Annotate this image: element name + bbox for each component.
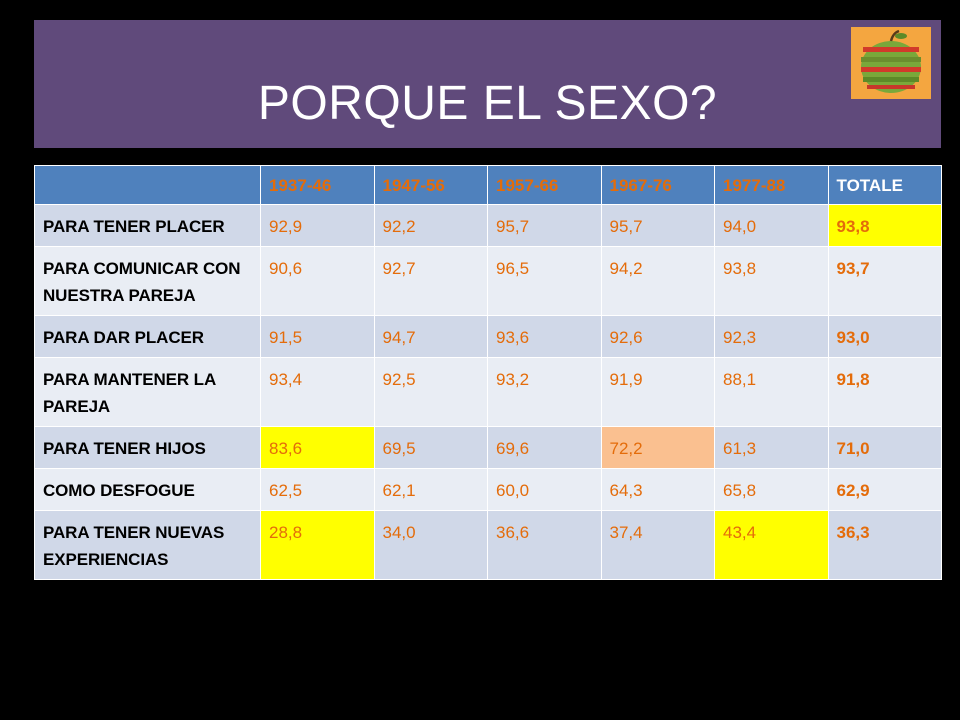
data-table-container: 1937-46 1947-56 1957-66 1967-76 1977-88 …: [34, 165, 942, 580]
table-cell: 92,2: [373, 204, 488, 247]
table-cell: 64,3: [600, 468, 715, 511]
table-cell: 37,4: [600, 510, 715, 580]
table-header-row: 1937-46 1947-56 1957-66 1967-76 1977-88 …: [34, 165, 942, 205]
row-label: PARA TENER PLACER: [34, 204, 261, 247]
table-cell: 34,0: [373, 510, 488, 580]
table-row: COMO DESFOGUE 62,5 62,1 60,0 64,3 65,8 6…: [34, 468, 942, 511]
table-cell: 93,4: [260, 357, 375, 427]
table-cell: 94,0: [714, 204, 829, 247]
total-cell: 93,7: [827, 246, 942, 316]
table-cell: 28,8: [260, 510, 375, 580]
row-label: PARA MANTENER LA PAREJA: [34, 357, 261, 427]
table-cell: 62,1: [373, 468, 488, 511]
table-cell: 61,3: [714, 426, 829, 469]
table-cell: 94,7: [373, 315, 488, 358]
table-cell: 93,6: [487, 315, 602, 358]
table-cell: 43,4: [714, 510, 829, 580]
slide-title: PORQUE EL SEXO?: [257, 77, 718, 130]
table-cell: 94,2: [600, 246, 715, 316]
header-cell-1967-76: 1967-76: [600, 165, 715, 205]
row-label: COMO DESFOGUE: [34, 468, 261, 511]
table-cell: 93,2: [487, 357, 602, 427]
table-row: PARA TENER NUEVAS EXPERIENCIAS 28,8 34,0…: [34, 510, 942, 580]
table-cell: 72,2: [600, 426, 715, 469]
header-cell-1947-56: 1947-56: [373, 165, 488, 205]
total-cell: 62,9: [827, 468, 942, 511]
table-cell: 65,8: [714, 468, 829, 511]
table-cell: 95,7: [487, 204, 602, 247]
apple-slices-icon: [851, 27, 931, 99]
table-cell: 91,5: [260, 315, 375, 358]
table-cell: 90,6: [260, 246, 375, 316]
table-cell: 36,6: [487, 510, 602, 580]
total-cell: 93,0: [827, 315, 942, 358]
total-cell: 71,0: [827, 426, 942, 469]
row-label: PARA COMUNICAR CON NUESTRA PAREJA: [34, 246, 261, 316]
data-table: 1937-46 1947-56 1957-66 1967-76 1977-88 …: [34, 165, 942, 580]
header-cell-empty: [34, 165, 261, 205]
table-row: PARA COMUNICAR CON NUESTRA PAREJA 90,6 9…: [34, 246, 942, 316]
apple-slices-graphic: [851, 27, 931, 99]
table-cell: 91,9: [600, 357, 715, 427]
table-row: PARA MANTENER LA PAREJA 93,4 92,5 93,2 9…: [34, 357, 942, 427]
total-cell: 91,8: [827, 357, 942, 427]
header-cell-1937-46: 1937-46: [260, 165, 375, 205]
table-cell: 92,3: [714, 315, 829, 358]
table-cell: 83,6: [260, 426, 375, 469]
header-cell-1957-66: 1957-66: [487, 165, 602, 205]
table-cell: 69,6: [487, 426, 602, 469]
total-cell: 36,3: [827, 510, 942, 580]
table-cell: 88,1: [714, 357, 829, 427]
table-cell: 92,9: [260, 204, 375, 247]
table-cell: 92,6: [600, 315, 715, 358]
table-row: PARA DAR PLACER 91,5 94,7 93,6 92,6 92,3…: [34, 315, 942, 358]
table-cell: 96,5: [487, 246, 602, 316]
table-cell: 62,5: [260, 468, 375, 511]
table-cell: 92,5: [373, 357, 488, 427]
total-cell: 93,8: [827, 204, 942, 247]
table-row: PARA TENER PLACER 92,9 92,2 95,7 95,7 94…: [34, 204, 942, 247]
table-cell: 92,7: [373, 246, 488, 316]
row-label: PARA TENER NUEVAS EXPERIENCIAS: [34, 510, 261, 580]
table-cell: 93,8: [714, 246, 829, 316]
header-cell-1977-88: 1977-88: [714, 165, 829, 205]
table-cell: 69,5: [373, 426, 488, 469]
row-label: PARA TENER HIJOS: [34, 426, 261, 469]
table-cell: 95,7: [600, 204, 715, 247]
row-label: PARA DAR PLACER: [34, 315, 261, 358]
header-cell-totale: TOTALE: [827, 165, 942, 205]
title-bar: PORQUE EL SEXO?: [34, 20, 941, 148]
table-cell: 60,0: [487, 468, 602, 511]
table-row: PARA TENER HIJOS 83,6 69,5 69,6 72,2 61,…: [34, 426, 942, 469]
